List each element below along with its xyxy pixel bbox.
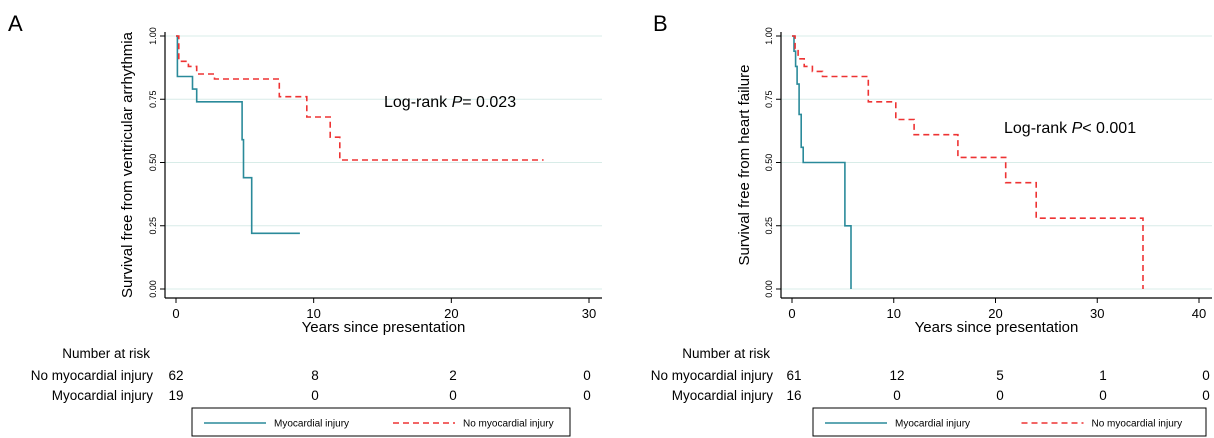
series-line-myocardial-injury [792, 35, 852, 289]
risk-count: 2 [449, 368, 457, 383]
y-tick-label: 0.50 [764, 154, 774, 172]
risk-count: 0 [1202, 368, 1210, 383]
risk-count: 19 [168, 388, 183, 403]
risk-count: 0 [1099, 388, 1107, 403]
risk-count: 0 [583, 388, 591, 403]
y-tick-label: 0.75 [764, 90, 774, 108]
log-rank-p: P [452, 94, 463, 111]
y-tick-label: 1.00 [764, 27, 774, 45]
x-tick-label: 40 [1192, 306, 1206, 321]
series-line-no-myocardial-injury [792, 35, 1144, 289]
panel-letter: A [8, 11, 23, 36]
legend-label: No myocardial injury [1092, 419, 1183, 430]
y-tick-label: 1.00 [148, 27, 158, 45]
legend-box [191, 407, 571, 437]
x-tick-label: 20 [988, 306, 1002, 321]
risk-row-label: Myocardial injury [52, 388, 154, 403]
risk-count: 61 [786, 368, 801, 383]
risk-count: 0 [583, 368, 591, 383]
legend-label: Myocardial injury [895, 419, 970, 430]
log-rank-p: P [1072, 120, 1083, 137]
risk-count: 0 [1202, 388, 1210, 403]
log-rank-prefix: Log-rank [1004, 120, 1072, 137]
risk-count: 1 [1099, 368, 1107, 383]
x-tick-label: 10 [887, 306, 901, 321]
risk-count: 0 [449, 388, 457, 403]
y-axis-title: Survival free from heart failure [736, 65, 753, 266]
x-tick-label: 30 [1090, 306, 1104, 321]
x-axis-title: Years since presentation [915, 319, 1079, 336]
y-tick-label: 0.25 [148, 217, 158, 235]
y-tick-label: 0.00 [764, 280, 774, 298]
series-line-no-myocardial-injury [176, 35, 544, 161]
x-tick-label: 30 [582, 306, 596, 321]
risk-count: 0 [893, 388, 901, 403]
log-rank-prefix: Log-rank [384, 94, 452, 111]
log-rank-annotation: Log-rank P= 0.023 [384, 94, 516, 111]
risk-row-label: No myocardial injury [651, 368, 774, 383]
risk-table-title: Number at risk [62, 346, 150, 361]
risk-count: 16 [786, 388, 801, 403]
y-axis-title: Survival free from ventricular arrhythmi… [119, 31, 136, 298]
x-tick-label: 20 [444, 306, 458, 321]
risk-row-label: Myocardial injury [672, 388, 774, 403]
risk-row-label: No myocardial injury [31, 368, 154, 383]
log-rank-value: = 0.023 [462, 94, 516, 111]
x-tick-label: 10 [306, 306, 320, 321]
legend-label: Myocardial injury [274, 419, 349, 430]
risk-count: 5 [996, 368, 1004, 383]
risk-count: 12 [889, 368, 904, 383]
risk-count: 8 [311, 368, 319, 383]
x-tick-label: 0 [172, 306, 179, 321]
panel-letter: B [653, 11, 668, 36]
risk-count: 62 [168, 368, 183, 383]
x-tick-label: 0 [788, 306, 795, 321]
log-rank-value: < 0.001 [1082, 120, 1136, 137]
y-tick-label: 0.00 [148, 280, 158, 298]
y-tick-label: 0.50 [148, 154, 158, 172]
risk-count: 0 [996, 388, 1004, 403]
x-axis-title: Years since presentation [302, 319, 466, 336]
legend-label: No myocardial injury [463, 419, 554, 430]
log-rank-annotation: Log-rank P< 0.001 [1004, 120, 1136, 137]
risk-count: 0 [311, 388, 319, 403]
series-line-myocardial-injury [176, 35, 300, 235]
risk-table-title: Number at risk [682, 346, 770, 361]
y-tick-label: 0.25 [764, 217, 774, 235]
legend-box [812, 407, 1207, 437]
y-tick-label: 0.75 [148, 90, 158, 108]
